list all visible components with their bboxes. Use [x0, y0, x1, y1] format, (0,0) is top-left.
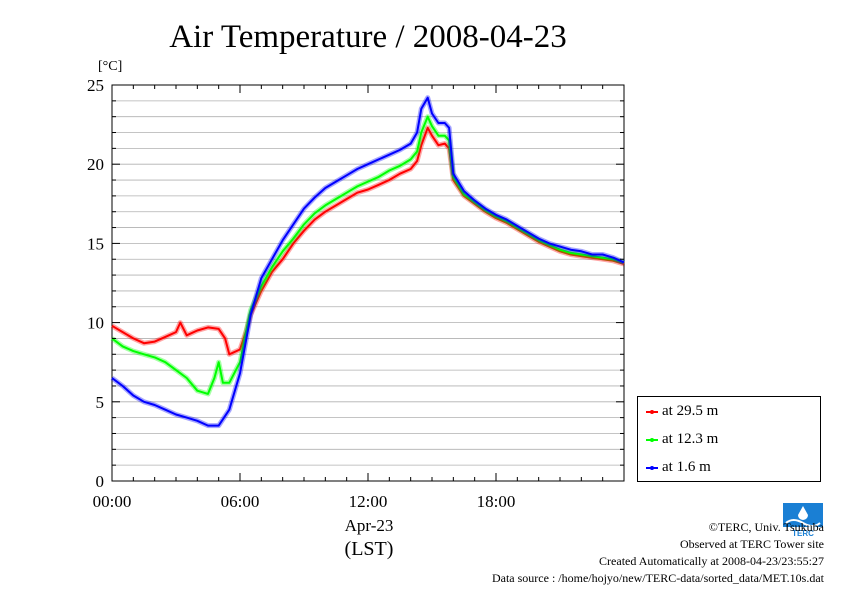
x-tick-label: 18:00 — [477, 492, 516, 511]
legend: at 29.5 m at 12.3 m at 1.6 m — [637, 396, 821, 482]
legend-marker-red — [646, 405, 658, 417]
created-at-text: Created Automatically at 2008-04-23/23:5… — [599, 554, 824, 568]
y-tick-label: 5 — [96, 393, 105, 412]
y-tick-label: 25 — [87, 76, 104, 95]
plot-frame — [111, 84, 625, 482]
series-line-1 — [111, 115, 625, 395]
x-tick-label: 06:00 — [221, 492, 260, 511]
grid-lines — [112, 100, 624, 466]
logo-text: TERC — [792, 529, 814, 538]
y-axis-label: [°C] — [98, 59, 122, 74]
x-axis-zone-label: (LST) — [345, 538, 394, 560]
observed-at-text: Observed at TERC Tower site — [679, 537, 824, 551]
terc-logo: TERC — [782, 502, 824, 538]
legend-item-12-3m: at 12.3 m — [646, 429, 718, 449]
series-band-2 — [110, 95, 626, 429]
y-tick-label: 15 — [87, 234, 104, 253]
legend-label: at 1.6 m — [662, 458, 711, 475]
y-axis-ticks: 0 5 10 15 20 25 — [87, 76, 624, 491]
series-line-2 — [111, 96, 625, 427]
series-layer — [110, 95, 626, 429]
chart-title: Air Temperature / 2008-04-23 — [169, 19, 567, 55]
legend-marker-blue — [646, 461, 658, 473]
x-axis-date-label: Apr-23 — [345, 516, 394, 535]
x-tick-label: 12:00 — [349, 492, 388, 511]
legend-label: at 12.3 m — [662, 430, 719, 447]
copyright-text: ©TERC, Univ. Tsukuba — [708, 520, 824, 534]
legend-label: at 29.5 m — [662, 402, 719, 419]
x-tick-label: 00:00 — [93, 492, 132, 511]
series-band-1 — [110, 114, 625, 397]
x-axis-ticks: 00:00 06:00 12:00 18:00 — [93, 85, 625, 511]
legend-marker-green — [646, 433, 658, 445]
y-tick-label: 0 — [96, 472, 105, 491]
series-line-0 — [111, 126, 625, 356]
data-source-text: Data source : /home/hojyo/new/TERC-data/… — [491, 571, 824, 585]
y-tick-label: 10 — [87, 314, 104, 333]
legend-item-1-6m: at 1.6 m — [646, 457, 711, 477]
y-tick-label: 20 — [87, 155, 104, 174]
legend-item-29-5m: at 29.5 m — [646, 401, 718, 421]
